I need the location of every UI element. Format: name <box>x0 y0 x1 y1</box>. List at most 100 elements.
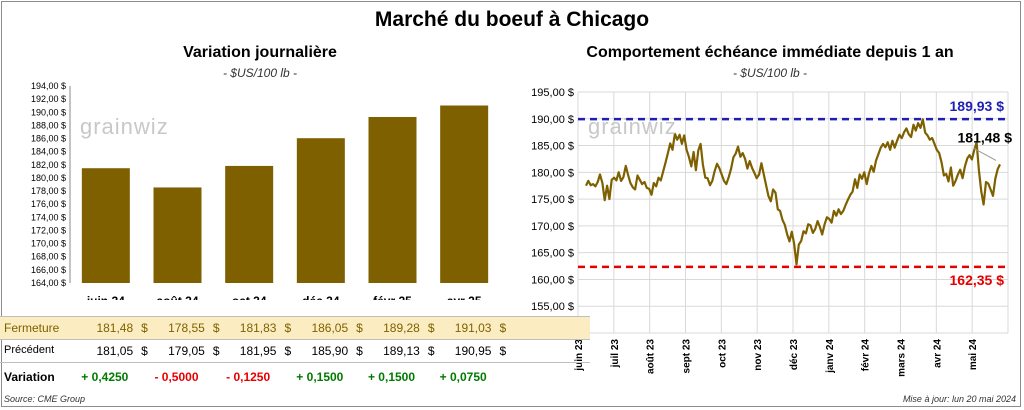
x-tick-label: mai 24 <box>968 339 979 371</box>
table-row-previous: Précédent 181,05 $179,05 $181,95 $185,90 $18… <box>0 340 590 363</box>
cell-unit: $ <box>499 344 507 358</box>
x-tick-label: nov 23 <box>753 339 764 371</box>
row-label: Précédent <box>4 344 55 356</box>
cell-unit: $ <box>284 321 292 335</box>
cell-unit: $ <box>499 321 507 335</box>
x-tick-label: août 23 <box>646 339 657 374</box>
cell-value: 179,05 <box>168 344 205 358</box>
cell-value: 189,28 <box>383 321 420 335</box>
table-cell: 181,95 $ <box>205 344 291 358</box>
row-label: Variation <box>4 370 55 384</box>
last-label: 181,48 $ <box>958 129 1013 145</box>
cell-value: 189,13 <box>383 344 420 358</box>
table-cell: 191,03 $ <box>420 321 506 335</box>
cell-value: 181,05 <box>96 344 134 358</box>
cell-unit: $ <box>212 344 220 358</box>
cell-value: 181,83 <box>239 321 277 335</box>
y-tick-label: 194,00 $ <box>31 81 66 91</box>
y-tick-label: 188,00 $ <box>31 120 66 130</box>
table-cell: 179,05 $ <box>134 344 220 358</box>
cell-value: 191,03 <box>454 321 492 335</box>
bar <box>153 187 202 283</box>
x-tick-label: juin 23 <box>574 339 585 372</box>
cell-unit: $ <box>427 321 435 335</box>
x-tick-label: déc 23 <box>789 339 800 371</box>
page-title: Marché du boeuf à Chicago <box>374 8 650 31</box>
y-tick-label: 160,00 $ <box>531 274 574 286</box>
y-tick-label: 168,00 $ <box>31 252 66 262</box>
table-cell: 189,13 $ <box>349 344 434 358</box>
y-tick-label: 186,00 $ <box>31 134 66 144</box>
x-tick-label: oct 23 <box>717 339 728 368</box>
price-line <box>585 118 1001 266</box>
table-cell: + 0,4250 <box>81 370 129 384</box>
x-tick-label: oct 24 <box>232 294 267 300</box>
x-tick-label: avr 24 <box>932 339 943 368</box>
y-tick-label: 172,00 $ <box>31 225 66 235</box>
bar <box>440 105 489 284</box>
right-chart-title: Comportement échéance immédiate depuis 1… <box>586 44 954 61</box>
x-tick-label: juil 23 <box>610 339 621 369</box>
y-tick-label: 192,00 $ <box>31 94 66 104</box>
y-tick-label: 176,00 $ <box>31 199 66 209</box>
x-tick-label: mars 24 <box>897 339 908 377</box>
y-tick-label: 190,00 $ <box>31 107 66 117</box>
cell-value: 190,95 <box>454 344 492 358</box>
bar <box>81 168 130 283</box>
high-label: 189,93 $ <box>950 98 1005 114</box>
cell-unit: $ <box>284 344 292 358</box>
table-cell: 189,28 $ <box>349 321 435 335</box>
row-label: Fermeture <box>4 321 60 335</box>
table-cell: + 0,1500 <box>367 370 416 384</box>
source-note: Source: CME Group <box>4 394 86 404</box>
cell-value: 181,95 <box>239 344 277 358</box>
low-label: 162,35 $ <box>950 272 1005 288</box>
x-tick-label: avr 25 <box>447 294 482 300</box>
y-tick-label: 180,00 $ <box>531 167 574 179</box>
table-row-close: Fermeture 181,48 $178,55 $181,83 $186,05 $18… <box>0 316 590 340</box>
y-tick-label: 164,00 $ <box>31 278 66 288</box>
update-note: Mise à jour: lun 20 mai 2024 <box>902 394 1016 404</box>
x-tick-label: févr 25 <box>373 294 412 300</box>
cell-value: 185,90 <box>311 344 349 358</box>
table-row-change: Variation + 0,4250 - 0,5000 - 0,1250 + 0,15… <box>0 366 590 388</box>
y-tick-label: 166,00 $ <box>31 265 66 275</box>
left-chart-unit: - $US/100 lb - <box>222 66 298 80</box>
cell-value: 181,48 <box>96 321 134 335</box>
y-tick-label: 174,00 $ <box>31 212 66 222</box>
x-tick-label: janv 24 <box>825 339 836 374</box>
x-tick-label: févr 24 <box>861 339 872 372</box>
table-cell: 186,05 $ <box>277 321 363 335</box>
x-tick-label: sept 23 <box>682 339 693 374</box>
table-cell: 178,55 $ <box>134 321 219 335</box>
table-cell: + 0,0750 <box>439 370 487 384</box>
x-tick-label: août 24 <box>156 294 198 300</box>
table-cell: - 0,1250 <box>226 370 271 384</box>
last-label-leader <box>973 147 997 161</box>
x-tick-label: déc 24 <box>302 294 340 300</box>
table-cell: 181,48 $ <box>62 321 147 335</box>
y-tick-label: 195,00 $ <box>531 87 574 99</box>
table-cell: 190,95 $ <box>420 344 506 358</box>
table-cell: - 0,5000 <box>154 370 199 384</box>
y-tick-label: 180,00 $ <box>31 173 66 183</box>
y-tick-label: 170,00 $ <box>31 239 66 249</box>
watermark-right: grainwiz <box>588 114 677 139</box>
table-cell: 181,05 $ <box>62 344 148 358</box>
y-tick-label: 190,00 $ <box>531 114 574 126</box>
y-tick-label: 178,00 $ <box>31 186 66 196</box>
bar <box>368 116 417 284</box>
table-cell: 181,83 $ <box>205 321 291 335</box>
cell-value: 186,05 <box>311 321 349 335</box>
y-tick-label: 155,00 $ <box>531 301 574 313</box>
y-tick-label: 182,00 $ <box>31 160 66 170</box>
cell-unit: $ <box>356 344 363 358</box>
cell-unit: $ <box>356 321 363 335</box>
cell-unit: $ <box>141 344 148 358</box>
bar-chart: 164,00 $ 166,00 $ 168,00 $ 170,00 $ 172,00 $… <box>31 81 489 300</box>
right-chart-unit: - $US/100 lb - <box>732 66 808 80</box>
table-cell: 185,90 $ <box>277 344 363 358</box>
y-tick-label: 175,00 $ <box>531 194 574 206</box>
bar <box>296 138 345 283</box>
